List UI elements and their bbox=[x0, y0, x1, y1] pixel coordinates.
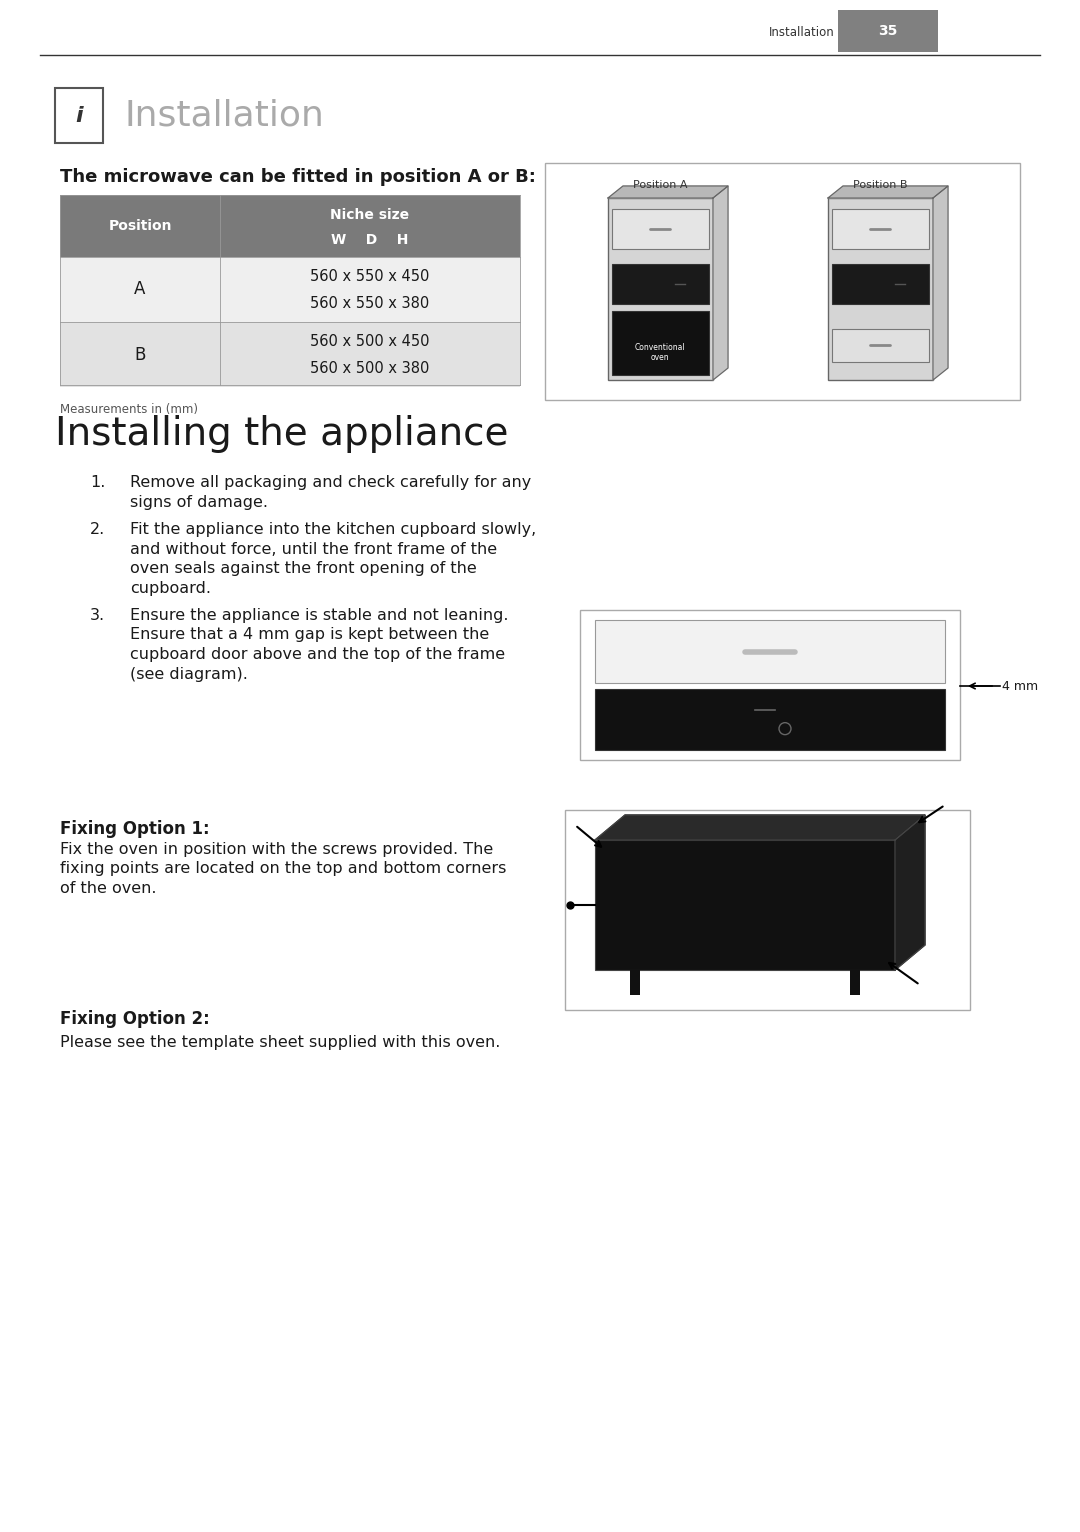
Bar bbox=[545, 162, 1020, 400]
Text: cupboard.: cupboard. bbox=[130, 581, 211, 596]
Bar bbox=[828, 198, 933, 380]
Bar bbox=[612, 208, 708, 250]
Text: Measurements in (mm): Measurements in (mm) bbox=[60, 403, 198, 417]
Text: Installing the appliance: Installing the appliance bbox=[55, 415, 509, 453]
Polygon shape bbox=[713, 185, 728, 380]
Text: 4 mm: 4 mm bbox=[1002, 680, 1038, 692]
Bar bbox=[55, 87, 103, 142]
Text: i: i bbox=[76, 106, 83, 126]
Bar bbox=[850, 970, 860, 994]
Text: of the oven.: of the oven. bbox=[60, 881, 157, 896]
Polygon shape bbox=[595, 815, 924, 840]
Text: 560 x 550 x 380: 560 x 550 x 380 bbox=[310, 296, 430, 311]
Text: Position A: Position A bbox=[633, 179, 687, 190]
Bar bbox=[60, 257, 220, 322]
Text: 560 x 500 x 380: 560 x 500 x 380 bbox=[310, 362, 430, 377]
Bar bbox=[612, 311, 708, 374]
Text: and without force, until the front frame of the: and without force, until the front frame… bbox=[130, 541, 497, 556]
Text: Fix the oven in position with the screws provided. The: Fix the oven in position with the screws… bbox=[60, 843, 494, 856]
Text: 1.: 1. bbox=[90, 475, 106, 490]
Text: oven seals against the front opening of the: oven seals against the front opening of … bbox=[130, 561, 476, 576]
Text: 560 x 500 x 450: 560 x 500 x 450 bbox=[310, 334, 430, 349]
Text: Position B: Position B bbox=[853, 179, 907, 190]
Text: W    D    H: W D H bbox=[332, 233, 408, 247]
Bar bbox=[612, 264, 708, 303]
Bar bbox=[60, 322, 220, 388]
Text: Fixing Option 2:: Fixing Option 2: bbox=[60, 1010, 210, 1028]
Bar bbox=[608, 198, 713, 380]
Text: Niche size: Niche size bbox=[330, 208, 409, 222]
Bar bbox=[832, 329, 929, 362]
Bar bbox=[60, 195, 220, 257]
Text: Conventional
oven: Conventional oven bbox=[635, 343, 686, 362]
Text: 35: 35 bbox=[878, 25, 897, 38]
Text: Installation: Installation bbox=[125, 98, 325, 132]
Text: signs of damage.: signs of damage. bbox=[130, 495, 268, 510]
Polygon shape bbox=[608, 185, 728, 198]
Text: 3.: 3. bbox=[90, 608, 105, 624]
Text: The microwave can be fitted in position A or B:: The microwave can be fitted in position … bbox=[60, 169, 536, 185]
Bar bbox=[565, 810, 970, 1010]
Bar bbox=[220, 257, 519, 322]
Bar bbox=[630, 970, 640, 994]
Bar bbox=[832, 264, 929, 303]
Bar bbox=[595, 840, 895, 970]
Polygon shape bbox=[828, 185, 948, 198]
Text: Installation: Installation bbox=[769, 26, 835, 38]
Text: fixing points are located on the top and bottom corners: fixing points are located on the top and… bbox=[60, 861, 507, 876]
Text: Position: Position bbox=[108, 219, 172, 233]
Text: Ensure that a 4 mm gap is kept between the: Ensure that a 4 mm gap is kept between t… bbox=[130, 628, 489, 642]
Text: 560 x 550 x 450: 560 x 550 x 450 bbox=[310, 270, 430, 283]
Text: Fixing Option 1:: Fixing Option 1: bbox=[60, 820, 210, 838]
Polygon shape bbox=[933, 185, 948, 380]
Text: A: A bbox=[134, 280, 146, 299]
Text: Fit the appliance into the kitchen cupboard slowly,: Fit the appliance into the kitchen cupbo… bbox=[130, 522, 537, 538]
Text: (see diagram).: (see diagram). bbox=[130, 666, 248, 682]
Bar bbox=[595, 689, 945, 751]
Bar bbox=[580, 610, 960, 760]
Text: Remove all packaging and check carefully for any: Remove all packaging and check carefully… bbox=[130, 475, 531, 490]
Text: B: B bbox=[134, 346, 146, 363]
Bar bbox=[832, 208, 929, 250]
Text: cupboard door above and the top of the frame: cupboard door above and the top of the f… bbox=[130, 647, 505, 662]
Text: Please see the template sheet supplied with this oven.: Please see the template sheet supplied w… bbox=[60, 1036, 500, 1049]
Text: Ensure the appliance is stable and not leaning.: Ensure the appliance is stable and not l… bbox=[130, 608, 509, 624]
Text: 2.: 2. bbox=[90, 522, 105, 538]
Bar bbox=[220, 322, 519, 388]
Bar bbox=[220, 195, 519, 257]
Bar bbox=[595, 620, 945, 683]
Polygon shape bbox=[895, 815, 924, 970]
Bar bbox=[838, 11, 939, 52]
